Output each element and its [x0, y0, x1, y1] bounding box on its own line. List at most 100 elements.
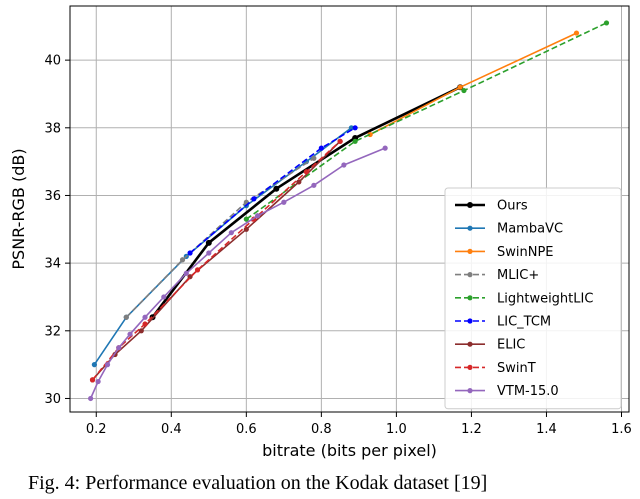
y-tick-label: 34 — [44, 257, 61, 272]
data-point — [206, 250, 212, 256]
legend-label: SwinT — [497, 361, 536, 376]
legend-marker — [467, 388, 473, 394]
data-point — [194, 267, 201, 273]
data-point — [348, 125, 354, 131]
x-tick-label: 1.0 — [386, 422, 407, 437]
data-point — [367, 131, 373, 138]
data-point — [311, 182, 317, 188]
series-lines — [88, 20, 610, 402]
legend: Ours MambaVC SwinNPE MLIC+ LightweightLIC LIC… — [444, 187, 622, 410]
data-point — [273, 185, 280, 192]
data-point — [311, 155, 317, 161]
data-point — [179, 257, 186, 263]
legend-marker — [467, 202, 473, 208]
legend-item-ours: Ours — [455, 199, 528, 214]
legend-label: ELIC — [497, 338, 525, 353]
legend-item-swinnpe: SwinNPE — [455, 245, 554, 260]
data-point — [352, 125, 358, 131]
legend-label: MLIC+ — [497, 268, 539, 283]
series-line — [91, 140, 341, 381]
series-mlic — [123, 155, 317, 320]
series-line — [151, 86, 461, 319]
plot-frame — [69, 5, 630, 413]
data-point — [243, 226, 249, 232]
data-point — [205, 239, 212, 246]
data-point — [318, 145, 324, 151]
series-line — [93, 127, 352, 366]
data-point — [382, 145, 388, 151]
data-point — [243, 216, 249, 222]
x-tick-label: 1.4 — [536, 422, 557, 437]
data-point — [573, 30, 580, 36]
data-point — [123, 314, 129, 320]
series-swinnpe — [367, 30, 580, 138]
x-tick-label: 0.2 — [86, 422, 107, 437]
data-point — [281, 199, 287, 205]
legend-marker — [467, 225, 473, 231]
legend-box — [444, 187, 622, 410]
legend-marker — [467, 248, 473, 254]
legend-item-mlic: MLIC+ — [455, 268, 539, 283]
series-line — [125, 157, 315, 318]
x-tick-label: 1.6 — [611, 422, 632, 437]
data-point — [352, 138, 358, 144]
data-point — [303, 169, 309, 175]
data-point — [142, 314, 148, 320]
legend-label: Ours — [497, 199, 528, 214]
data-point — [341, 162, 347, 168]
data-point — [183, 270, 189, 276]
x-tick-label: 0.8 — [311, 422, 332, 437]
legend-marker — [467, 341, 473, 347]
data-point — [296, 179, 302, 185]
data-point — [254, 213, 261, 219]
data-point — [457, 84, 463, 90]
data-point — [461, 87, 467, 94]
data-point — [603, 20, 610, 26]
data-point — [116, 345, 122, 351]
chart: 0.2 0.4 0.6 0.8 1.0 1.2 1.4 1.6 30 32 34 36 38 40 bit… — [9, 5, 632, 460]
data-point — [337, 138, 343, 144]
legend-label: LIC_TCM — [497, 315, 551, 330]
legend-item-vtm-15-0: VTM-15.0 — [455, 384, 559, 399]
series-lic-tcm — [187, 125, 358, 256]
data-point — [127, 331, 133, 337]
legend-label: VTM-15.0 — [497, 384, 559, 399]
legend-item-mambavc: MambaVC — [455, 222, 563, 237]
data-point — [138, 328, 144, 334]
legend-marker — [467, 272, 473, 278]
legend-label: MambaVC — [497, 222, 563, 237]
y-tick-label: 30 — [44, 392, 61, 407]
legend-label: LightweightLIC — [497, 291, 593, 306]
y-tick-label: 32 — [44, 324, 61, 339]
data-point — [161, 294, 167, 300]
figure-caption: Fig. 4: Performance evaluation on the Ko… — [28, 472, 488, 494]
series-line — [189, 127, 356, 254]
y-tick-label: 40 — [44, 54, 61, 69]
series-ours — [149, 84, 464, 321]
legend-marker — [467, 295, 473, 301]
series-vtm-15-0 — [88, 145, 388, 402]
legend-item-lic-tcm: LIC_TCM — [455, 315, 551, 330]
legend-item-lightweightlic: LightweightLIC — [455, 291, 593, 306]
series-elic — [89, 138, 343, 383]
y-tick-label: 36 — [44, 189, 61, 204]
data-point — [89, 377, 96, 383]
x-axis-label: bitrate (bits per pixel) — [262, 441, 437, 460]
data-point — [95, 378, 101, 385]
data-point — [142, 321, 148, 327]
x-tick-label: 0.4 — [161, 422, 182, 437]
legend-marker — [467, 364, 473, 370]
series-line — [89, 147, 386, 399]
x-tick-label: 1.2 — [461, 422, 482, 437]
data-point — [251, 196, 257, 202]
legend-label: SwinNPE — [497, 245, 554, 260]
data-point — [228, 230, 234, 236]
y-tick-label: 38 — [44, 121, 61, 136]
axis-ticks: 0.2 0.4 0.6 0.8 1.0 1.2 1.4 1.6 30 32 34 36 38 40 — [44, 54, 631, 437]
x-tick-label: 0.6 — [236, 422, 257, 437]
legend-marker — [467, 318, 473, 324]
y-axis-label: PSNR-RGB (dB) — [9, 148, 28, 269]
data-point — [187, 250, 193, 256]
legend-item-swint: SwinT — [455, 361, 536, 376]
data-point — [104, 362, 111, 368]
